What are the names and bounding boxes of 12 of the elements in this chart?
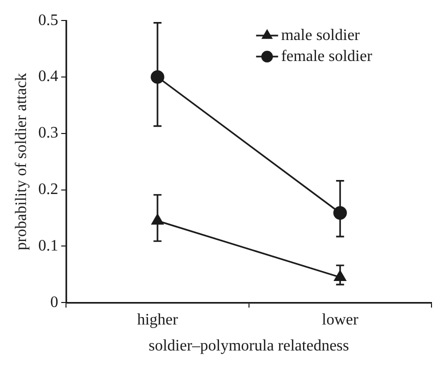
x-tick-label: lower: [322, 311, 359, 328]
y-axis-title: probability of soldier attack: [12, 72, 30, 250]
y-tick-label: 0.5: [38, 12, 58, 29]
y-tick-label: 0.1: [38, 237, 58, 254]
y-tick-label: 0.2: [38, 181, 58, 198]
x-tick-label: higher: [137, 311, 179, 328]
y-tick-label: 0.4: [38, 68, 58, 86]
legend-label: female soldier: [281, 48, 373, 65]
x-axis-title: soldier–polymorula relatedness: [148, 338, 349, 355]
y-tick-label: 0: [50, 294, 58, 311]
legend-label: male soldier: [281, 26, 360, 44]
y-tick-label: 0.3: [38, 124, 58, 142]
